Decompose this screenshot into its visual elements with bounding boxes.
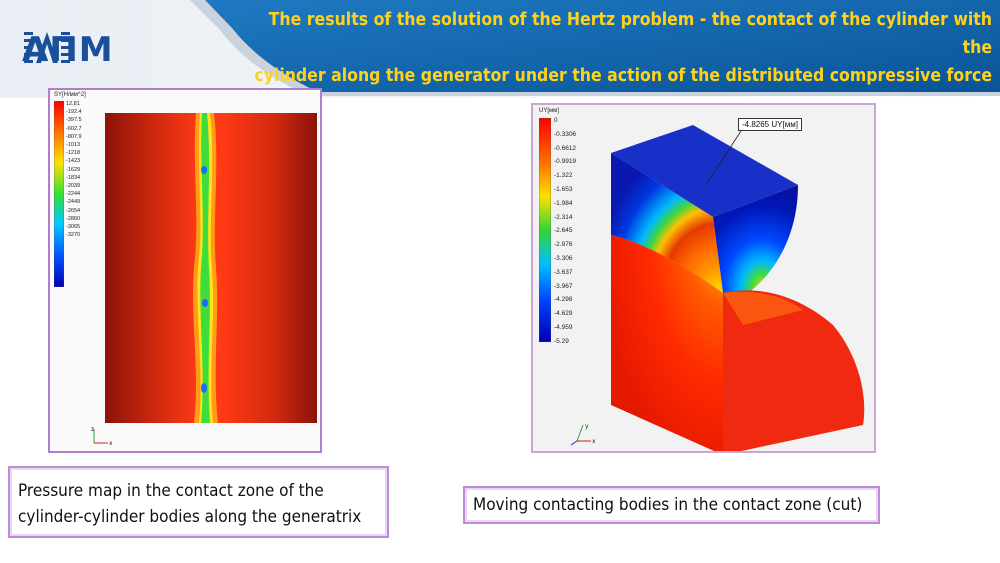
logo-text: АПМ bbox=[22, 30, 114, 70]
right-legend-value: -4.629 bbox=[554, 310, 573, 318]
left-legend-value: -1629 bbox=[66, 166, 81, 173]
pressure-map-figure: SY[Н/мм^2] 12.81 -192.4 -397.5 -602.7 -807.9… bbox=[48, 88, 322, 453]
title-line-2: cylinder along the generator under the a… bbox=[254, 66, 992, 86]
right-caption: Moving contacting bodies in the contact … bbox=[463, 486, 880, 524]
banner-background bbox=[0, 0, 1000, 98]
right-legend-value: -3.637 bbox=[554, 268, 573, 276]
right-legend-title: UY[мм] bbox=[539, 108, 559, 114]
left-axis-triad: z x bbox=[91, 426, 113, 447]
right-axis-y: y bbox=[585, 423, 589, 430]
right-legend-value: -0.3306 bbox=[554, 130, 577, 138]
left-caption-line-2: cylinder-cylinder bodies along the gener… bbox=[18, 507, 362, 527]
annotation-leader bbox=[706, 130, 742, 184]
left-legend-value: -1013 bbox=[66, 142, 81, 149]
right-legend-value: -1.984 bbox=[554, 199, 573, 207]
left-caption: Pressure map in the contact zone of the … bbox=[8, 466, 389, 538]
left-legend-value: -2654 bbox=[66, 207, 81, 214]
left-axis-z: z bbox=[91, 426, 94, 433]
left-legend-value: -807.9 bbox=[66, 133, 82, 140]
title-line-1: The results of the solution of the Hertz… bbox=[268, 10, 992, 58]
page-title: The results of the solution of the Hertz… bbox=[252, 6, 992, 90]
right-legend-value: -5.29 bbox=[554, 337, 569, 345]
cylinder-pressure-plot bbox=[105, 113, 317, 423]
right-legend-value: -0.9919 bbox=[554, 158, 577, 166]
left-legend-value: -397.5 bbox=[66, 117, 82, 124]
left-legend-value: -2449 bbox=[66, 199, 81, 206]
left-legend-value: -1834 bbox=[66, 174, 81, 181]
right-legend-value: -2.645 bbox=[554, 227, 573, 235]
left-legend-value: -1218 bbox=[66, 150, 81, 157]
left-colorbar bbox=[54, 101, 64, 287]
contact-bodies-plot bbox=[611, 125, 865, 451]
right-legend-values: 0 -0.3306 -0.6612 -0.9919 -1.322 -1.653 -1.984… bbox=[554, 114, 576, 349]
left-legend-value: 12.81 bbox=[66, 101, 80, 107]
logo: АПМ bbox=[22, 28, 114, 72]
left-legend-value: -2244 bbox=[66, 191, 81, 198]
logo-icon bbox=[24, 32, 70, 63]
left-legend-value: -192.4 bbox=[66, 109, 82, 116]
left-legend-value: -2039 bbox=[66, 183, 81, 190]
displacement-annotation: -4.8265 UY[мм] bbox=[738, 118, 802, 131]
header-banner: АПМ The results of the solution of the H… bbox=[0, 0, 1000, 98]
right-legend-value: -1.322 bbox=[554, 172, 573, 180]
right-axis-triad: y x bbox=[570, 423, 596, 446]
right-legend-value: -2.976 bbox=[554, 241, 573, 249]
right-legend-value: -3.967 bbox=[554, 282, 573, 290]
right-legend-value: -3.306 bbox=[554, 254, 573, 262]
left-legend-value: -1423 bbox=[66, 158, 81, 165]
right-legend-value: -1.653 bbox=[554, 185, 573, 193]
right-colorbar bbox=[539, 118, 551, 342]
left-caption-line-1: Pressure map in the contact zone of the bbox=[18, 481, 324, 501]
left-legend-value: -3270 bbox=[66, 232, 81, 239]
left-legend-value: -2860 bbox=[66, 215, 81, 222]
right-legend-value: 0 bbox=[554, 117, 558, 124]
right-legend-value: -0.6612 bbox=[554, 144, 577, 152]
left-legend-title: SY[Н/мм^2] bbox=[54, 92, 86, 98]
left-axis-x: x bbox=[109, 440, 113, 447]
right-legend-value: -2.314 bbox=[554, 213, 573, 221]
left-legend-values: 12.81 -192.4 -397.5 -602.7 -807.9 -1013 -1218-… bbox=[66, 100, 82, 239]
displacement-figure: UY[мм] 0 -0.3306 -0.6612 -0.9919 -1.322 -1.65… bbox=[531, 103, 876, 453]
right-legend-value: -4.298 bbox=[554, 296, 573, 304]
left-legend-value: -602.7 bbox=[66, 125, 82, 132]
right-axis-x: x bbox=[592, 438, 596, 445]
right-legend-value: -4.959 bbox=[554, 323, 573, 331]
left-legend-value: -3065 bbox=[66, 224, 81, 231]
